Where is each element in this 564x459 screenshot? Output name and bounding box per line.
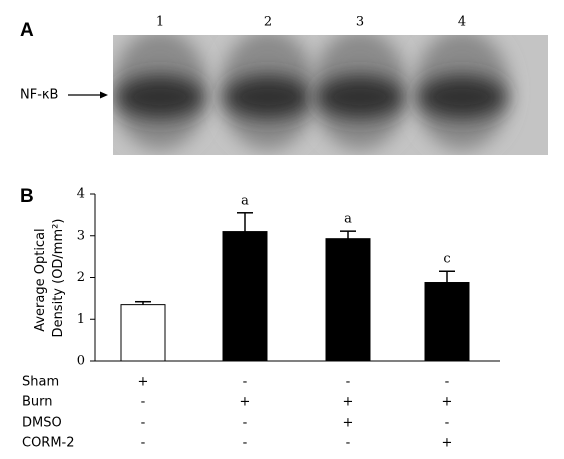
treatment-sign: -	[243, 416, 248, 431]
band-label: NF-κB	[20, 88, 58, 103]
treatment-sign: +	[343, 416, 354, 431]
annotation: a	[241, 193, 249, 208]
treatment-sign: -	[445, 416, 450, 431]
treatment-label: Burn	[22, 395, 53, 410]
y-tick-label: 4	[77, 187, 85, 202]
band	[316, 75, 404, 119]
treatment-sign: -	[141, 436, 146, 451]
y-tick-label: 2	[77, 270, 85, 285]
treatment-sign: -	[141, 416, 146, 431]
band	[116, 75, 204, 119]
treatment-sign: -	[445, 375, 450, 390]
lane-label: 3	[356, 15, 364, 30]
treatment-sign: +	[343, 395, 354, 410]
bar	[325, 238, 371, 362]
treatment-sign: -	[141, 395, 146, 410]
y-tick-label: 3	[77, 228, 85, 243]
panel-label: A	[20, 20, 34, 41]
annotation: a	[344, 212, 352, 227]
blot-image	[113, 35, 548, 155]
treatment-sign: +	[442, 395, 453, 410]
bar	[424, 282, 470, 362]
y-label-line: Density (OD/mm²)	[51, 219, 66, 338]
treatment-label: CORM-2	[22, 436, 75, 451]
band	[418, 75, 506, 119]
lane-label: 1	[156, 15, 164, 30]
arrow-head	[100, 91, 108, 99]
y-label-line: Average Optical	[33, 228, 48, 331]
treatment-label: Sham	[22, 375, 59, 390]
bar	[120, 304, 166, 362]
panel-label: B	[20, 186, 34, 207]
annotation: c	[443, 252, 450, 267]
treatment-sign: -	[243, 436, 248, 451]
y-tick-label: 1	[77, 312, 85, 327]
lane-label: 2	[264, 15, 272, 30]
treatment-label: DMSO	[22, 416, 62, 431]
treatment-sign: -	[346, 436, 351, 451]
treatment-sign: +	[240, 395, 251, 410]
treatment-sign: +	[442, 436, 453, 451]
treatment-sign: -	[346, 375, 351, 390]
treatment-sign: +	[138, 375, 149, 390]
band	[224, 75, 312, 119]
treatment-sign: -	[243, 375, 248, 390]
lane-label: 4	[458, 15, 466, 30]
y-axis-label: Average Optical Density (OD/mm²)	[33, 219, 66, 338]
y-tick-label: 0	[77, 354, 85, 369]
bar	[222, 231, 268, 362]
